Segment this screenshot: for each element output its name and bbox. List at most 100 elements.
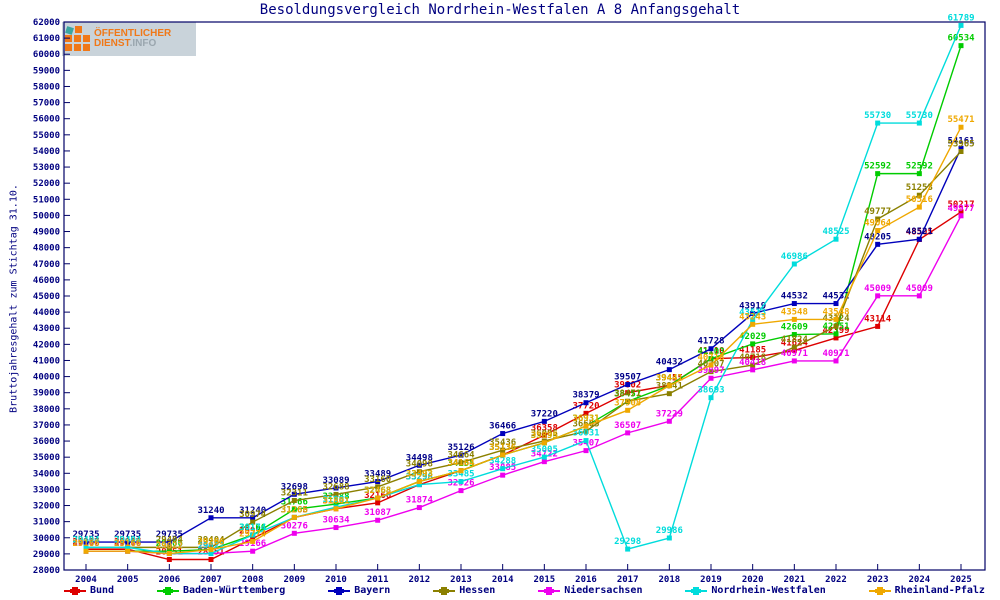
svg-text:29735: 29735 — [114, 530, 141, 540]
svg-text:38000: 38000 — [33, 405, 60, 415]
svg-text:50000: 50000 — [33, 211, 60, 221]
svg-text:54161: 54161 — [947, 136, 974, 146]
svg-text:29022: 29022 — [197, 542, 224, 552]
svg-text:2021: 2021 — [783, 575, 805, 585]
svg-text:36358: 36358 — [531, 423, 558, 433]
svg-text:58000: 58000 — [33, 82, 60, 92]
svg-text:2018: 2018 — [658, 575, 680, 585]
svg-text:32688: 32688 — [322, 482, 349, 492]
legend-label-nordrhein-westfalen: Nordrhein-Westfalen — [711, 585, 826, 596]
svg-text:29022: 29022 — [156, 542, 183, 552]
svg-text:29986: 29986 — [656, 526, 683, 536]
svg-text:61000: 61000 — [33, 34, 60, 44]
svg-text:51000: 51000 — [33, 195, 60, 205]
svg-text:30000: 30000 — [33, 534, 60, 544]
legend-marker-rheinland-pfalz — [868, 586, 891, 595]
svg-text:2013: 2013 — [450, 575, 472, 585]
svg-text:29404: 29404 — [72, 535, 100, 545]
svg-text:2019: 2019 — [700, 575, 722, 585]
svg-text:46000: 46000 — [33, 276, 60, 286]
svg-text:34498: 34498 — [406, 453, 433, 463]
legend-marker-bund — [64, 586, 86, 595]
svg-text:62000: 62000 — [33, 18, 60, 28]
legend-marker-hessen — [433, 586, 456, 595]
svg-text:48521: 48521 — [906, 227, 933, 237]
svg-text:41103: 41103 — [697, 347, 724, 357]
svg-text:37908: 37908 — [614, 398, 641, 408]
svg-text:38379: 38379 — [572, 391, 599, 401]
series-hessen: 29404 29404 29404 29404 30974 32311 32688 33160… — [72, 140, 975, 550]
legend-item-baden-w-rttemberg: Baden-Württemberg — [156, 585, 285, 596]
svg-text:34288: 34288 — [489, 457, 516, 467]
svg-text:43513: 43513 — [739, 308, 766, 318]
y-axis: 28000 29000 30000 31000 32000 33000 34000 35000… — [33, 18, 70, 576]
svg-text:2016: 2016 — [575, 575, 597, 585]
svg-text:44532: 44532 — [781, 292, 808, 302]
svg-text:2011: 2011 — [367, 575, 389, 585]
svg-text:35000: 35000 — [33, 453, 60, 463]
svg-text:2004: 2004 — [75, 575, 97, 585]
svg-text:28000: 28000 — [33, 566, 60, 576]
svg-text:36931: 36931 — [572, 414, 599, 424]
svg-text:30974: 30974 — [239, 510, 267, 520]
svg-text:39455: 39455 — [656, 373, 683, 383]
svg-text:35136: 35136 — [489, 443, 516, 453]
svg-text:36000: 36000 — [33, 437, 60, 447]
svg-text:60000: 60000 — [33, 50, 60, 60]
svg-text:29022: 29022 — [156, 542, 183, 552]
svg-text:30166: 30166 — [239, 523, 266, 533]
svg-text:29298: 29298 — [614, 537, 641, 547]
svg-text:34098: 34098 — [406, 460, 433, 470]
svg-text:2007: 2007 — [200, 575, 222, 585]
svg-text:43919: 43919 — [739, 301, 766, 311]
x-axis: 2004 2005 2006 2007 2008 2009 2010 2011 2012 2013… — [75, 564, 972, 585]
svg-text:42000: 42000 — [33, 340, 60, 350]
svg-text:40971: 40971 — [781, 349, 808, 359]
svg-text:53965: 53965 — [947, 140, 974, 150]
svg-text:29404: 29404 — [156, 535, 184, 545]
svg-text:29166: 29166 — [114, 539, 141, 549]
svg-text:50217: 50217 — [947, 200, 974, 210]
svg-text:29774: 29774 — [239, 529, 267, 539]
svg-text:2020: 2020 — [742, 575, 764, 585]
svg-text:33489: 33489 — [364, 470, 391, 480]
svg-text:55471: 55471 — [947, 115, 974, 125]
svg-text:43243: 43243 — [739, 312, 766, 322]
svg-text:35005: 35005 — [531, 445, 558, 455]
svg-text:43548: 43548 — [781, 307, 808, 317]
svg-text:29735: 29735 — [72, 530, 99, 540]
svg-text:29404: 29404 — [114, 535, 142, 545]
svg-text:31000: 31000 — [33, 518, 60, 528]
svg-text:38693: 38693 — [697, 386, 724, 396]
svg-text:33000: 33000 — [33, 485, 60, 495]
svg-text:48000: 48000 — [33, 244, 60, 254]
svg-text:31266: 31266 — [281, 505, 308, 515]
svg-text:31266: 31266 — [281, 505, 308, 515]
svg-text:41728: 41728 — [697, 337, 724, 347]
svg-text:29266: 29266 — [197, 538, 224, 548]
svg-text:36507: 36507 — [614, 421, 641, 431]
svg-text:41624: 41624 — [781, 338, 809, 348]
svg-text:44000: 44000 — [33, 308, 60, 318]
svg-text:40971: 40971 — [822, 349, 849, 359]
svg-text:31087: 31087 — [364, 508, 391, 518]
svg-text:56000: 56000 — [33, 115, 60, 125]
svg-text:32468: 32468 — [364, 486, 391, 496]
svg-text:48205: 48205 — [864, 232, 891, 242]
svg-text:29404: 29404 — [114, 535, 142, 545]
svg-text:61789: 61789 — [947, 13, 974, 23]
svg-text:42399: 42399 — [822, 326, 849, 336]
svg-text:2023: 2023 — [867, 575, 889, 585]
svg-text:33089: 33089 — [322, 476, 349, 486]
svg-text:2005: 2005 — [117, 575, 139, 585]
svg-text:41110: 41110 — [697, 347, 724, 357]
svg-text:32468: 32468 — [364, 486, 391, 496]
svg-text:41000: 41000 — [33, 356, 60, 366]
svg-text:37720: 37720 — [572, 401, 599, 411]
svg-text:53000: 53000 — [33, 163, 60, 173]
svg-text:32088: 32088 — [322, 492, 349, 502]
svg-text:34164: 34164 — [447, 459, 475, 469]
svg-text:32698: 32698 — [281, 482, 308, 492]
svg-text:30276: 30276 — [281, 521, 308, 531]
